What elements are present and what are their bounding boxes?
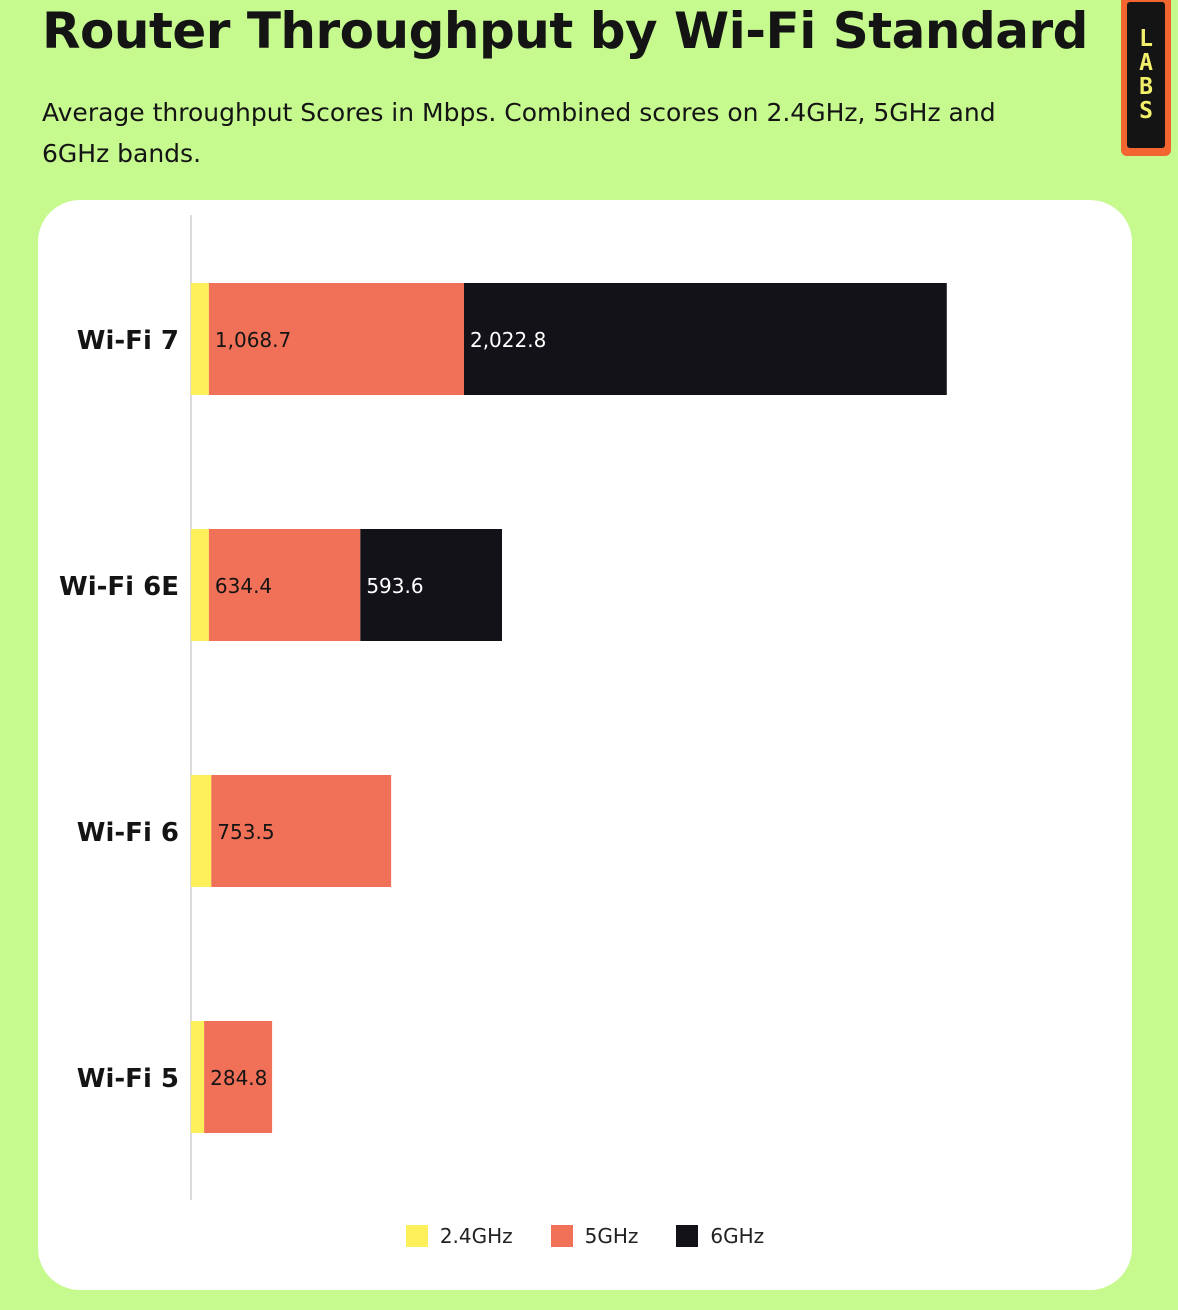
bar-segment (191, 775, 212, 887)
legend-item-5ghz: 5GHz (550, 1224, 639, 1248)
labs-letter: B (1139, 74, 1153, 100)
bar-segment (191, 283, 209, 395)
bar-segment (208, 283, 464, 395)
data-label: 593.6 (366, 574, 423, 598)
bar-segment (463, 283, 947, 395)
data-label: 753.5 (217, 820, 274, 844)
chart-title: Router Throughput by Wi-Fi Standard (42, 2, 1088, 60)
legend-item-2-4ghz: 2.4GHz (405, 1224, 513, 1248)
legend-label: 6GHz (710, 1224, 765, 1248)
bar-segment (208, 529, 361, 641)
category-label: Wi-Fi 6E (59, 572, 179, 602)
legend-swatch-6ghz (676, 1225, 699, 1247)
labs-logo-inner: L A B S (1127, 2, 1165, 148)
legend-item-6ghz: 6GHz (676, 1224, 764, 1248)
bar-segment (204, 1021, 273, 1133)
labs-letter: L (1139, 26, 1153, 52)
legend-label: 2.4GHz (439, 1224, 513, 1248)
chart-card: Wi-Fi 7 1,068.7 2,022.8 Wi-Fi 6E 634.4 593.6 W… (38, 200, 1132, 1290)
labs-letter: A (1139, 50, 1153, 76)
legend-swatch-5ghz (550, 1225, 573, 1247)
bar-segment (191, 1021, 205, 1133)
legend-label: 5GHz (584, 1224, 639, 1248)
bar-segment (360, 529, 503, 641)
data-label: 284.8 (210, 1066, 267, 1090)
stacked-bar-chart: Wi-Fi 7 1,068.7 2,022.8 Wi-Fi 6E 634.4 593.6 W… (59, 215, 947, 1200)
data-label: 634.4 (215, 574, 272, 598)
category-label: Wi-Fi 6 (77, 818, 179, 848)
data-label: 1,068.7 (215, 328, 291, 352)
bar-segment (211, 775, 392, 887)
legend-swatch-2-4ghz (405, 1225, 428, 1247)
category-label: Wi-Fi 7 (77, 326, 179, 356)
chart-subtitle: Average throughput Scores in Mbps. Combi… (42, 98, 996, 168)
category-label: Wi-Fi 5 (77, 1064, 179, 1094)
labs-letter: S (1139, 98, 1153, 124)
labs-logo: L A B S (1121, 0, 1171, 156)
bar-segment (191, 529, 209, 641)
chart-legend: 2.4GHz 5GHz 6GHz (38, 1224, 1132, 1248)
data-label: 2,022.8 (470, 328, 546, 352)
